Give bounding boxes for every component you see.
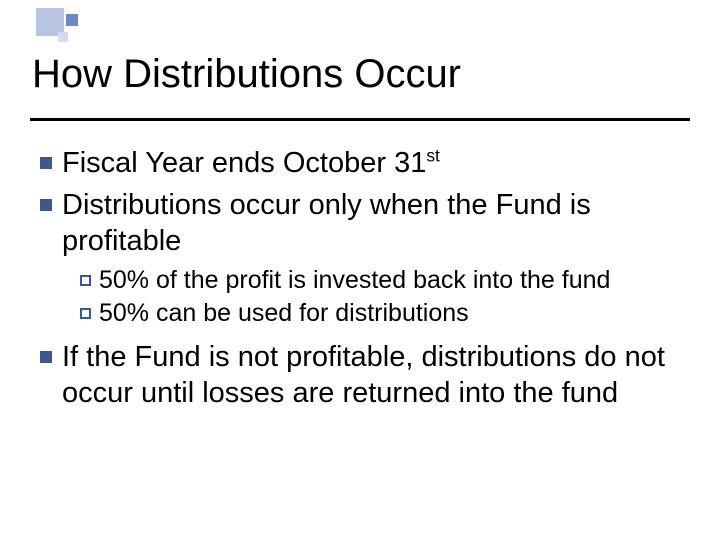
sub-bullet-text: 50% can be used for distributions [99,298,469,329]
bullet-level1: Fiscal Year ends October 31st [40,145,680,181]
ordinal-superscript: st [426,145,440,165]
square-bullet-icon [40,351,52,363]
bullet-text: Fiscal Year ends October 31st [62,145,440,181]
title-underline [30,118,690,121]
hollow-square-bullet-icon [80,275,91,286]
bullet-text: Distributions occur only when the Fund i… [62,187,680,259]
bullet-text: If the Fund is not profitable, distribut… [62,339,680,411]
bullet-level1: Distributions occur only when the Fund i… [40,187,680,259]
slide: How Distributions Occur Fiscal Year ends… [0,0,720,540]
corner-square-small-2 [58,32,68,42]
bullet-level1: If the Fund is not profitable, distribut… [40,339,680,411]
bullet-level2: 50% can be used for distributions [80,298,680,329]
hollow-square-bullet-icon [80,308,91,319]
bullet-level2: 50% of the profit is invested back into … [80,265,680,296]
sub-bullet-text: 50% of the profit is invested back into … [99,265,610,296]
corner-square-small-1 [66,14,78,26]
bullet-text-main: Fiscal Year ends October 31 [62,147,426,179]
slide-title: How Distributions Occur [32,52,461,97]
slide-body: Fiscal Year ends October 31st Distributi… [40,145,680,417]
square-bullet-icon [40,157,52,169]
square-bullet-icon [40,199,52,211]
sub-bullet-group: 50% of the profit is invested back into … [80,265,680,329]
